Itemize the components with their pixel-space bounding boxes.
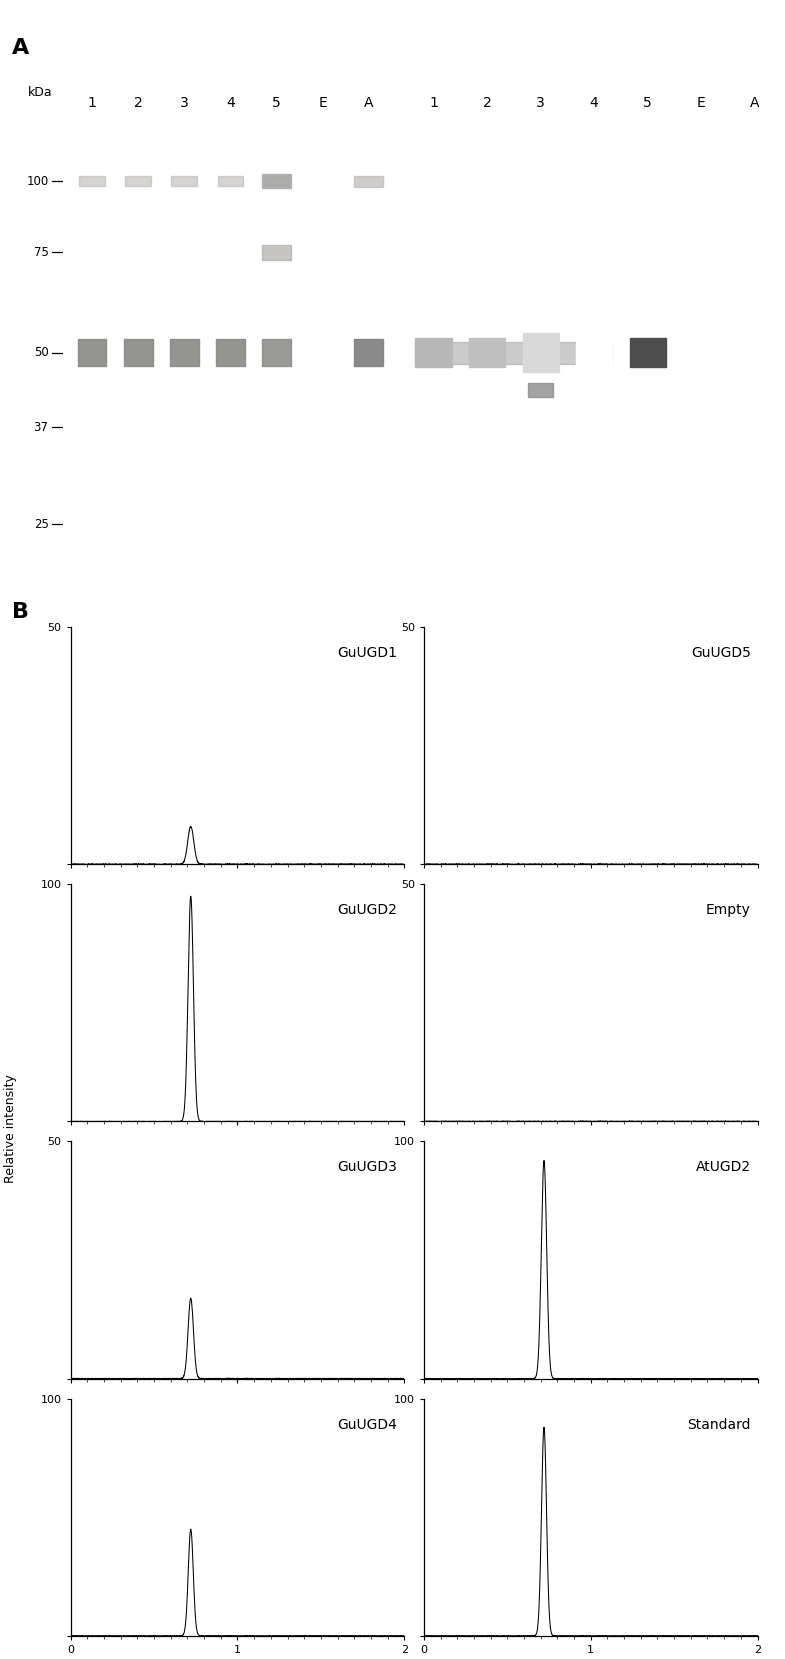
Bar [264, 176, 290, 186]
Bar [170, 340, 199, 365]
Text: 75: 75 [34, 246, 49, 259]
Bar [630, 338, 666, 367]
Text: E: E [697, 96, 706, 111]
Text: 1: 1 [429, 96, 438, 111]
Bar [217, 176, 243, 186]
Bar [415, 338, 451, 367]
Bar [78, 340, 107, 365]
Bar [355, 340, 383, 365]
Text: kDa: kDa [27, 86, 52, 98]
Text: 3: 3 [180, 96, 188, 111]
Bar [415, 342, 612, 363]
Text: GuUGD3: GuUGD3 [338, 1160, 397, 1175]
Text: 2: 2 [134, 96, 143, 111]
Text: A: A [364, 96, 374, 111]
Text: 100: 100 [26, 174, 49, 187]
Text: A: A [750, 96, 760, 111]
Text: 3: 3 [536, 96, 545, 111]
Text: GuUGD4: GuUGD4 [338, 1417, 397, 1432]
Text: 5: 5 [644, 96, 652, 111]
Text: E: E [318, 96, 327, 111]
Bar [171, 176, 197, 186]
Bar [355, 176, 383, 186]
Bar [469, 338, 505, 367]
Bar [262, 174, 291, 187]
Text: GuUGD2: GuUGD2 [338, 902, 397, 917]
Text: Standard: Standard [688, 1417, 750, 1432]
Bar [216, 340, 245, 365]
Bar [737, 335, 773, 370]
Bar [262, 340, 291, 365]
Text: AtUGD2: AtUGD2 [696, 1160, 750, 1175]
Text: 1: 1 [88, 96, 97, 111]
Text: 37: 37 [34, 421, 49, 433]
Text: A: A [12, 38, 29, 58]
Text: 50: 50 [34, 347, 49, 358]
Bar [523, 333, 559, 372]
Bar [124, 340, 152, 365]
Text: 5: 5 [272, 96, 281, 111]
Text: B: B [12, 602, 29, 622]
Bar [126, 176, 152, 186]
Text: 25: 25 [34, 518, 49, 531]
Bar [528, 383, 553, 397]
Text: GuUGD1: GuUGD1 [338, 645, 397, 660]
Text: GuUGD5: GuUGD5 [691, 645, 750, 660]
Text: 2: 2 [483, 96, 491, 111]
Text: Empty: Empty [706, 902, 750, 917]
Text: 4: 4 [590, 96, 598, 111]
Text: 4: 4 [226, 96, 235, 111]
Bar [576, 333, 612, 372]
Bar [79, 176, 105, 186]
Bar [262, 244, 291, 260]
Text: Relative intensity: Relative intensity [4, 1073, 17, 1183]
